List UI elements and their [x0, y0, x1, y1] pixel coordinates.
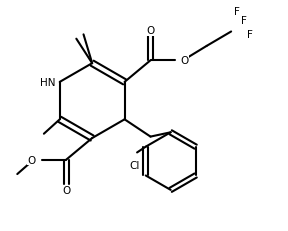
Text: F: F: [247, 30, 253, 40]
Text: Cl: Cl: [129, 160, 139, 170]
Text: F: F: [241, 16, 247, 26]
Text: O: O: [27, 155, 35, 165]
Text: O: O: [180, 56, 188, 66]
Text: O: O: [62, 186, 70, 196]
Text: F: F: [234, 7, 240, 17]
Text: HN: HN: [40, 78, 55, 88]
Text: O: O: [146, 26, 155, 36]
